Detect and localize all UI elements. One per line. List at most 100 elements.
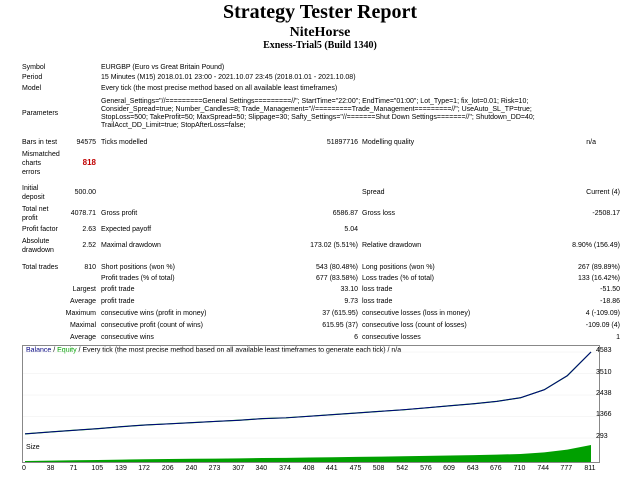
average-lt-label: loss trade (362, 298, 393, 305)
avg2-label: Average (70, 334, 96, 341)
avg-cl-label: consecutive losses (362, 334, 421, 341)
symbol-label: Symbol (22, 64, 46, 71)
mxl-cl-value: -109.09 (4) (585, 322, 620, 329)
deposit-label-1: Initial (22, 185, 39, 192)
pt-label: Profit trades (% of total) (101, 275, 175, 282)
chart-legend: Balance / Equity / Every tick (the most … (26, 347, 401, 354)
largest-pt-label: profit trade (101, 286, 135, 293)
x-tick-label: 340 (255, 465, 268, 472)
ticks-label: Ticks modelled (101, 139, 148, 146)
x-tick-label: 710 (513, 465, 526, 472)
x-tick-label: 475 (349, 465, 362, 472)
largest-pt-value: 33.10 (340, 286, 358, 293)
balance-line-svg (23, 351, 599, 439)
x-tick-label: 240 (185, 465, 198, 472)
x-tick-label: 777 (560, 465, 573, 472)
max-cl-label: consecutive losses (loss in money) (362, 310, 471, 317)
pt-value: 677 (83.58%) (315, 275, 358, 282)
x-tick-label: 676 (489, 465, 502, 472)
avg-cw-label: consecutive wins (101, 334, 154, 341)
largest-lt-label: loss trade (362, 286, 393, 293)
x-tick-label: 374 (279, 465, 291, 472)
x-tick-label: 38 (46, 465, 55, 472)
params-line-3: StopLoss=500; TakeProfit=50; MaxSpread=5… (101, 114, 535, 121)
mismatch-label-1: Mismatched (22, 151, 60, 158)
x-tick-label: 408 (302, 465, 315, 472)
absdd-label-2: drawdown (22, 247, 54, 254)
absdd-label-1: Absolute (22, 238, 50, 245)
size-panel: Size (22, 442, 600, 463)
size-area (25, 445, 591, 462)
absdd-value: 2.52 (82, 242, 96, 249)
mxl-cp-label: consecutive profit (count of wins) (101, 322, 203, 329)
spread-value: Current (4) (586, 189, 620, 196)
x-tick-label: 71 (69, 465, 78, 472)
x-tick-label: 643 (466, 465, 479, 472)
reldd-value: 8.90% (156.49) (572, 242, 620, 249)
spread-label: Spread (362, 189, 385, 196)
grossprofit-label: Gross profit (101, 210, 138, 217)
size-label: Size (26, 444, 40, 451)
short-value: 543 (80.48%) (315, 264, 358, 271)
x-tick-label: 139 (115, 465, 127, 472)
x-tick-label: 609 (443, 465, 455, 472)
symbol-value: EURGBP (Euro vs Great Britain Pound) (101, 64, 225, 71)
netprofit-value: 4078.71 (70, 210, 96, 217)
maximal-label: Maximal (69, 322, 96, 329)
long-value: 267 (89.89%) (577, 264, 620, 271)
bars-value: 94575 (76, 139, 96, 146)
expert-name: NiteHorse (289, 25, 351, 40)
legend-balance: Balance (26, 347, 52, 354)
x-tick-label: 105 (91, 465, 104, 472)
balance-chart: Balance / Equity / Every tick (the most … (22, 345, 600, 444)
max-cw-value: 37 (615.95) (322, 310, 358, 317)
pf-value: 2.63 (82, 226, 96, 233)
report-title: Strategy Tester Report (222, 1, 418, 23)
x-tick-label: 744 (537, 465, 550, 472)
maximum-label: Maximum (65, 310, 96, 317)
payoff-label: Expected payoff (101, 226, 152, 233)
x-tick-label: 172 (138, 465, 150, 472)
legend-description: / Every tick (the most precise method ba… (76, 347, 402, 354)
largest-label: Largest (72, 286, 96, 293)
model-value: Every tick (the most precise method base… (101, 85, 338, 92)
y-tick-label: 4583 (596, 347, 612, 354)
reldd-label: Relative drawdown (362, 242, 422, 249)
bars-label: Bars in test (22, 139, 58, 146)
x-tick-label: 441 (325, 465, 338, 472)
average-pt-value: 9.73 (344, 298, 358, 305)
average-label: Average (70, 298, 96, 305)
legend-equity: Equity (57, 347, 77, 354)
parameters-label: Parameters (22, 110, 59, 117)
period-value: 15 Minutes (M15) 2018.01.01 23:00 - 2021… (101, 74, 356, 81)
mxl-cp-value: 615.95 (37) (322, 322, 358, 329)
quality-value: n/a (586, 139, 596, 146)
equity-line (24, 351, 592, 435)
x-tick-label: 508 (372, 465, 385, 472)
grossloss-label: Gross loss (362, 210, 396, 217)
quality-label: Modelling quality (362, 139, 415, 146)
max-cl-value: 4 (-109.09) (585, 310, 620, 317)
x-tick-label: 206 (161, 465, 174, 472)
y-tick-label: 293 (596, 433, 608, 440)
maxdd-label: Maximal drawdown (101, 242, 161, 249)
mismatch-value: 818 (82, 158, 96, 167)
pf-label: Profit factor (22, 226, 58, 233)
average-lt-value: -18.86 (600, 298, 620, 305)
y-tick-label: 2438 (596, 390, 612, 397)
lt-value: 133 (16.42%) (577, 275, 620, 282)
mxl-cl-label: consecutive loss (count of losses) (362, 322, 467, 329)
ticks-value: 51897716 (326, 139, 358, 146)
size-bars-svg (25, 445, 591, 462)
x-tick-label: 307 (232, 465, 245, 472)
deposit-label-2: deposit (22, 194, 45, 201)
params-line-4: TrailAcct_DD_Limit=true; StopAfterLoss=f… (101, 122, 246, 129)
short-label: Short positions (won %) (101, 264, 175, 271)
x-tick-label: 0 (22, 465, 26, 472)
period-label: Period (22, 74, 43, 81)
mismatch-label-2: charts (22, 160, 42, 167)
average-pt-label: profit trade (101, 298, 135, 305)
params-line-2: Consider_Spread=true; Number_Candles=8; … (101, 106, 532, 113)
x-tick-label: 542 (396, 465, 409, 472)
server-name: Exness-Trial5 (Build 1340) (263, 40, 377, 51)
